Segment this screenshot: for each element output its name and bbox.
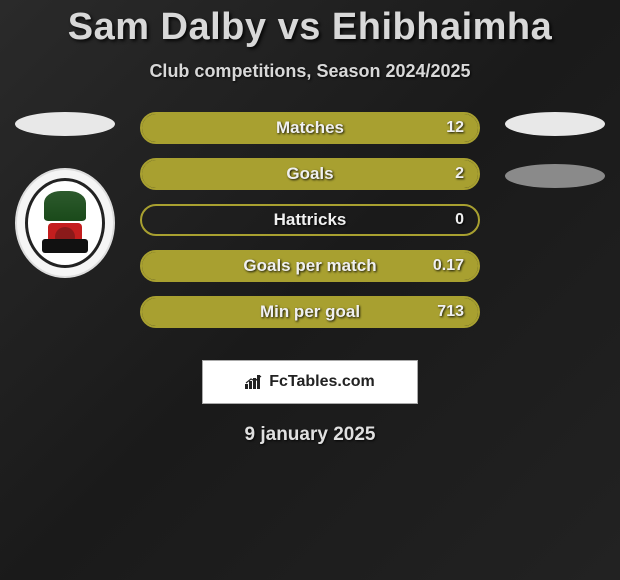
stat-value: 713: [437, 303, 464, 321]
stat-bar: Goals per match0.17: [140, 250, 480, 282]
left-player-column: [10, 112, 120, 278]
player-photo-placeholder: [505, 112, 605, 136]
stat-label: Min per goal: [142, 302, 478, 322]
stat-bar: Hattricks0: [140, 204, 480, 236]
stat-bar: Goals2: [140, 158, 480, 190]
stat-label: Goals per match: [142, 256, 478, 276]
comparison-area: Matches12 Goals2 Hattricks0 Goals per match…: [0, 112, 620, 342]
right-player-column: [500, 112, 610, 188]
club-crest: [15, 168, 115, 278]
brand-text: FcTables.com: [269, 373, 375, 391]
brand-chart-icon: [245, 375, 263, 389]
stat-label: Goals: [142, 164, 478, 184]
page-title: Sam Dalby vs Ehibhaimha: [0, 0, 620, 49]
stat-label: Hattricks: [142, 210, 478, 230]
stat-value: 0.17: [433, 257, 464, 275]
subtitle: Club competitions, Season 2024/2025: [0, 61, 620, 82]
stat-label: Matches: [142, 118, 478, 138]
stat-value: 12: [446, 119, 464, 137]
stat-value: 2: [455, 165, 464, 183]
brand-badge[interactable]: FcTables.com: [202, 360, 418, 404]
club-crest-placeholder: [505, 164, 605, 188]
player-photo-placeholder: [15, 112, 115, 136]
stat-bar: Matches12: [140, 112, 480, 144]
stat-bar: Min per goal713: [140, 296, 480, 328]
stat-value: 0: [455, 211, 464, 229]
stats-bars: Matches12 Goals2 Hattricks0 Goals per match…: [140, 112, 480, 342]
snapshot-date: 9 january 2025: [0, 424, 620, 446]
